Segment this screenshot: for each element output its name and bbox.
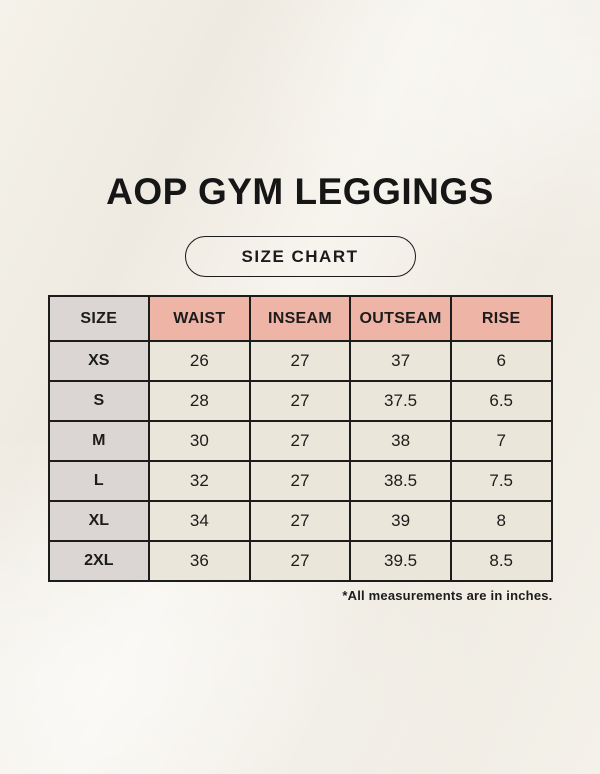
value-cell: 7 xyxy=(449,420,553,462)
value-cell: 27 xyxy=(248,500,352,542)
content-area: AOP GYM LEGGINGS SIZE CHART SIZE WAIST I… xyxy=(47,171,553,603)
size-cell: 2XL xyxy=(47,540,151,582)
column-header-size: SIZE xyxy=(47,295,151,342)
size-cell: S xyxy=(47,380,151,422)
value-cell: 32 xyxy=(148,460,251,502)
value-cell: 38 xyxy=(349,420,452,462)
value-cell: 36 xyxy=(148,540,251,582)
size-cell: M xyxy=(47,420,151,462)
size-cell: L xyxy=(47,460,151,502)
table-header-row: SIZE WAIST INSEAM OUTSEAM RISE xyxy=(47,295,553,342)
table-row: XS 26 27 37 6 xyxy=(47,340,553,382)
value-cell: 37.5 xyxy=(349,380,452,422)
value-cell: 26 xyxy=(148,340,251,382)
size-chart-badge: SIZE CHART xyxy=(184,236,416,277)
size-cell: XS xyxy=(47,340,151,382)
value-cell: 8 xyxy=(449,500,553,542)
table-row: XL 34 27 39 8 xyxy=(47,500,553,542)
column-header-waist: WAIST xyxy=(148,295,251,342)
value-cell: 38.5 xyxy=(349,460,452,502)
size-cell: XL xyxy=(47,500,151,542)
value-cell: 27 xyxy=(248,540,352,582)
value-cell: 7.5 xyxy=(449,460,553,502)
value-cell: 34 xyxy=(148,500,251,542)
value-cell: 27 xyxy=(248,380,352,422)
value-cell: 6.5 xyxy=(449,380,553,422)
value-cell: 28 xyxy=(148,380,251,422)
value-cell: 39.5 xyxy=(349,540,452,582)
value-cell: 27 xyxy=(248,340,352,382)
value-cell: 27 xyxy=(248,460,352,502)
product-title: AOP GYM LEGGINGS xyxy=(106,171,494,212)
table-row: M 30 27 38 7 xyxy=(47,420,553,462)
table-row: L 32 27 38.5 7.5 xyxy=(47,460,553,502)
table-row: 2XL 36 27 39.5 8.5 xyxy=(47,540,553,582)
value-cell: 27 xyxy=(248,420,352,462)
column-header-rise: RISE xyxy=(449,295,553,342)
value-cell: 30 xyxy=(148,420,251,462)
value-cell: 6 xyxy=(449,340,553,382)
column-header-inseam: INSEAM xyxy=(248,295,352,342)
table-row: S 28 27 37.5 6.5 xyxy=(47,380,553,422)
value-cell: 37 xyxy=(349,340,452,382)
measurements-note: *All measurements are in inches. xyxy=(342,588,553,603)
value-cell: 8.5 xyxy=(449,540,553,582)
value-cell: 39 xyxy=(349,500,452,542)
size-chart-table: SIZE WAIST INSEAM OUTSEAM RISE XS 26 27 … xyxy=(47,295,553,582)
column-header-outseam: OUTSEAM xyxy=(349,295,452,342)
